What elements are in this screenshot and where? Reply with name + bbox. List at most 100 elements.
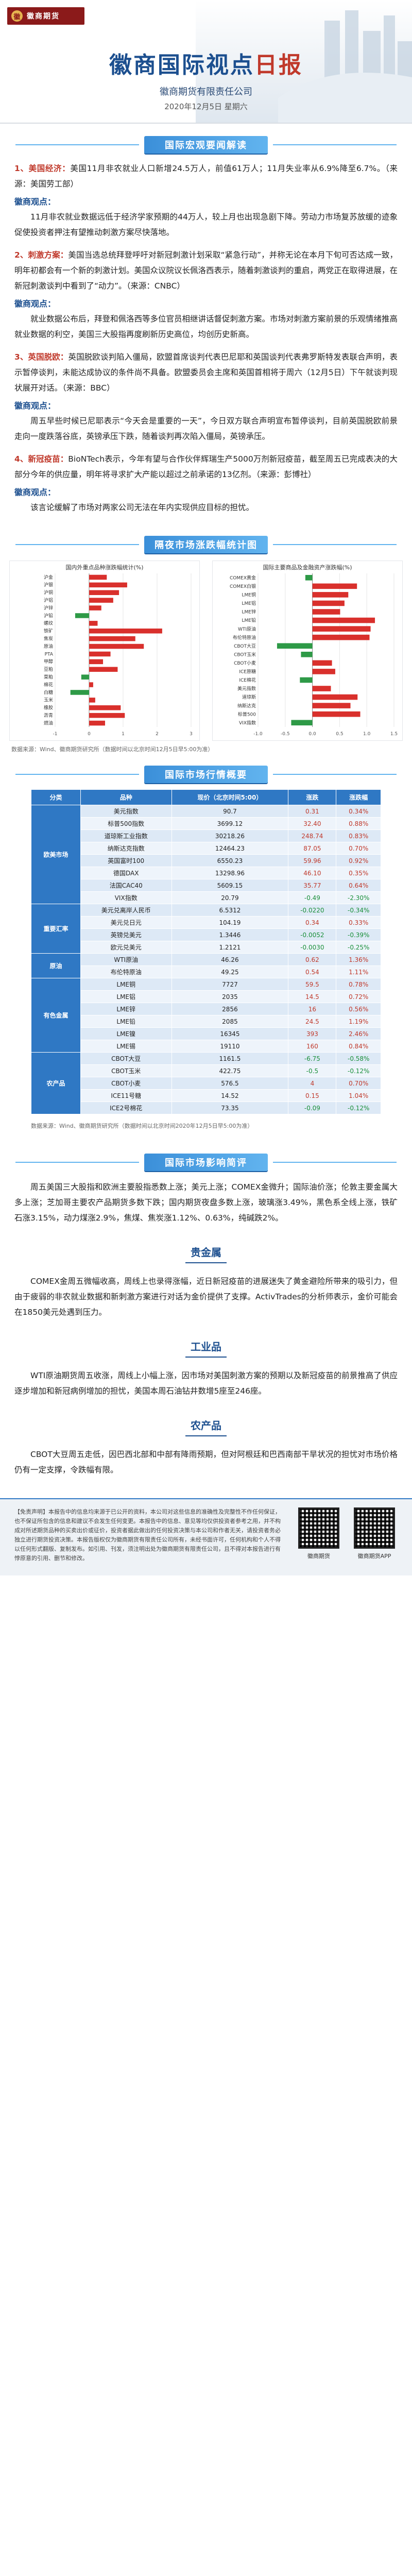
category-label: 螺纹 <box>44 620 53 626</box>
table-header-row: 分类 品种 现价（北京时间5:00） 涨跌 涨跌幅 <box>31 789 381 805</box>
table-cell-name: CBOT大豆 <box>80 1052 172 1065</box>
table-cell-price: 20.79 <box>171 891 289 904</box>
table-cell-name: WTI原油 <box>80 953 172 966</box>
bar <box>312 609 340 615</box>
qr-wechat[interactable]: 徽商期货 <box>296 1507 342 1563</box>
category-label: CBOT大豆 <box>234 643 256 649</box>
table-cell-pct: 0.78% <box>336 978 381 991</box>
tick-label: 0 <box>88 732 91 737</box>
category-label: 美元指数 <box>237 686 256 692</box>
table-row: CBOT玉米 422.75 -0.5 -0.12% <box>31 1064 381 1077</box>
qr-code-icon <box>298 1507 339 1549</box>
table-cell-price: 12464.23 <box>171 842 289 855</box>
macro-news-list: 1、美国经济：美国11月非农就业人口新增24.5万人，前值61万人；11月失业率… <box>0 157 412 528</box>
news-number: 3、 <box>14 352 28 362</box>
table-cell-price: 2035 <box>171 990 289 1003</box>
table-cell-change: -0.0052 <box>288 928 337 941</box>
bar <box>81 674 89 680</box>
impact-metal: COMEX金周五微幅收高，周线上也录得涨幅，近日新冠疫苗的进展迷失了黄金避险所带… <box>14 1277 398 1317</box>
table-cell-pct: 0.88% <box>336 817 381 830</box>
table-cell-change: -0.09 <box>288 1101 337 1114</box>
category-label: WTI原油 <box>238 626 256 632</box>
table-row: 英镑兑美元 1.3446 -0.0052 -0.39% <box>31 928 381 941</box>
tick-label: 1.0 <box>363 732 371 737</box>
table-row: 标普500指数 3699.12 32.40 0.88% <box>31 817 381 830</box>
table-row: 美元兑日元 104.19 0.34 0.33% <box>31 916 381 929</box>
table-source-note: 数据来源：Wind、徽商期货研究所（数据时间以北京时间2020年12月5日早5:… <box>31 1123 253 1129</box>
table-category-cell: 原油 <box>31 953 81 978</box>
report-footer: 【免责声明】本报告中的信息均来源于已公开的资料，本公司对这些信息的准确性及完整性… <box>0 1498 412 1575</box>
table-cell-change: 32.40 <box>288 817 337 830</box>
bar <box>312 694 358 700</box>
news-item: 3、英国脱欧：英国脱欧谈判陷入僵局，欧盟首席谈判代表巴尼耶和英国谈判代表弗罗斯特… <box>14 349 398 444</box>
subhead-agri: 农产品 <box>14 1417 398 1436</box>
section-banner-table: 国际市场行情概要 <box>0 762 412 786</box>
category-label: 玉米 <box>44 697 53 703</box>
bar <box>312 617 375 623</box>
bar <box>89 698 95 703</box>
table-cell-price: 30218.26 <box>171 829 289 842</box>
report-header: 徽 徽商期货 徽商国际视点日报 徽商期 <box>0 0 412 124</box>
market-table: 分类 品种 现价（北京时间5:00） 涨跌 涨跌幅 欧美市场 美元指数 90.7 0.… <box>31 789 381 1114</box>
bar <box>89 720 106 726</box>
report-page: 徽 徽商期货 徽商国际视点日报 徽商期 <box>0 0 412 1575</box>
bar <box>312 660 332 666</box>
bar <box>89 621 98 626</box>
table-cell-change: 0.34 <box>288 916 337 929</box>
tick-label: -1 <box>53 732 58 737</box>
news-source: （来源：彭博社） <box>256 470 316 479</box>
table-cell-price: 90.7 <box>171 805 289 818</box>
category-label: 标普500 <box>238 711 256 717</box>
category-label: 橡胶 <box>44 705 53 711</box>
table-cell-change: 4 <box>288 1077 337 1090</box>
bar <box>89 682 93 687</box>
category-label: CBOT玉米 <box>234 651 256 657</box>
category-label: 沪铜 <box>44 589 53 596</box>
category-label: ICE棉花 <box>239 677 256 683</box>
news-source: （来源：美国劳工部） <box>14 164 398 189</box>
table-row: 英国富时100 6550.23 59.96 0.92% <box>31 854 381 867</box>
table-cell-name: 布伦特原油 <box>80 965 172 978</box>
category-label: 纳斯达克 <box>237 703 256 709</box>
table-row: 农产品 CBOT大豆 1161.5 -6.75 -0.58% <box>31 1052 381 1114</box>
table-row: ICE11号糖 14.52 0.15 1.04% <box>31 1089 381 1102</box>
news-keyword: 新冠疫苗： <box>28 454 68 464</box>
table-cell-pct: -0.58% <box>336 1052 381 1065</box>
table-row: ICE2号棉花 73.35 -0.09 -0.12% <box>31 1101 381 1114</box>
table-cell-change: -0.0030 <box>288 941 337 954</box>
report-title: 徽商国际视点日报 <box>0 46 412 79</box>
bar <box>70 690 89 695</box>
bar <box>312 711 360 717</box>
chart-section: 隔夜市场涨跌幅统计图 国内外重点品种涨跌幅统计(%) -1 0 1 2 3 沪金 沪银 沪铜沪… <box>0 533 412 757</box>
table-cell-name: LME铝 <box>80 990 172 1003</box>
qr-app[interactable]: 徽商期货APP <box>351 1507 398 1563</box>
table-cell-price: 7727 <box>171 978 289 991</box>
comment-block: 该言论缓解了市场对两家公司无法在年内实现供应目标的担忧。 <box>14 500 398 515</box>
bar <box>291 720 313 726</box>
disclaimer-text: 【免责声明】本报告中的信息均来源于已公开的资料，本公司对这些信息的准确性及完整性… <box>14 1509 281 1562</box>
table-cell-change: 0.15 <box>288 1089 337 1102</box>
bar <box>89 598 113 603</box>
qr-label: 徽商期货APP <box>357 1553 391 1560</box>
chart-source-note: 数据来源：Wind、徽商期货研究所（数据时间以北京时间12月5日早5:00为准） <box>11 746 214 753</box>
table-cell-pct: 0.72% <box>336 990 381 1003</box>
category-label: 沪金 <box>44 574 53 580</box>
table-cell-change: 24.5 <box>288 1015 337 1028</box>
table-cell-price: 5609.15 <box>171 879 289 892</box>
table-category-cell: 农产品 <box>31 1052 81 1114</box>
table-cell-name: ICE11号糖 <box>80 1089 172 1102</box>
table-cell-name: ICE2号棉花 <box>80 1101 172 1114</box>
table-cell-change: 16 <box>288 1003 337 1015</box>
news-item: 2、刺激方案：美国当选总统拜登呼吁对新冠刺激计划采取“紧急行动”，并称无论在本月… <box>14 247 398 342</box>
report-title-accent: 日报 <box>254 52 303 78</box>
table-cell-pct: 0.70% <box>336 1077 381 1090</box>
table-row: 纳斯达克指数 12464.23 87.05 0.70% <box>31 842 381 855</box>
comment-label: 徽商观点： <box>14 487 56 497</box>
news-number: 4、 <box>14 454 28 464</box>
table-cell-pct: 0.92% <box>336 854 381 867</box>
bar <box>312 583 357 589</box>
table-cell-price: 13298.96 <box>171 867 289 879</box>
table-cell-pct: 0.70% <box>336 842 381 855</box>
table-cell-pct: 0.35% <box>336 867 381 879</box>
category-label: 沪铅 <box>44 613 53 619</box>
